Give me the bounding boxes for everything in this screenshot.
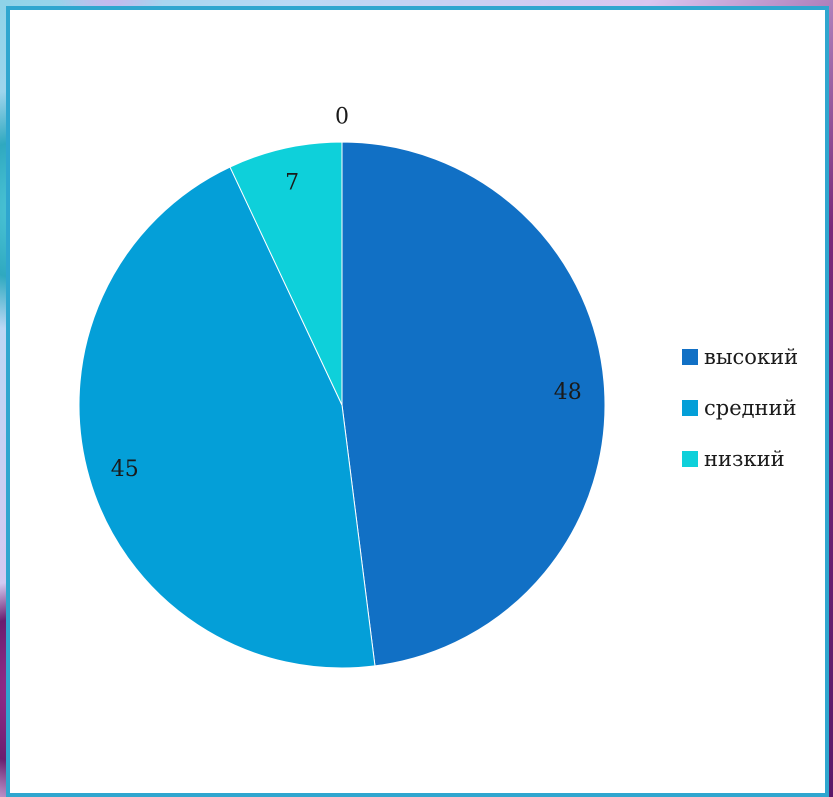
legend-label-nizkiy: низкий (704, 447, 785, 471)
legend-item-nizkiy: низкий (682, 442, 798, 476)
legend-item-sredniy: средний (682, 391, 798, 425)
legend-label-vysokiy: высокий (704, 345, 799, 369)
legend-label-sredniy: средний (704, 396, 797, 420)
pie-slices (78, 141, 606, 669)
legend-item-vysokiy: высокий (682, 340, 798, 374)
pie-slice-sredniy (78, 166, 376, 669)
legend-swatch-vysokiy (682, 349, 698, 365)
legend-swatch-sredniy (682, 400, 698, 416)
pie-label-sredniy: 45 (111, 457, 139, 482)
pie-data-labels: 48 45 7 0 (111, 105, 582, 482)
pie-label-zero: 0 (335, 105, 349, 130)
pie-slice-vysokiy (341, 141, 606, 667)
pie-label-nizkiy: 7 (285, 171, 299, 196)
pie-label-vysokiy: 48 (554, 380, 582, 405)
pie-slice-nizkiy (229, 141, 343, 406)
legend-swatch-nizkiy (682, 451, 698, 467)
chart-legend: высокий средний низкий (682, 340, 798, 493)
